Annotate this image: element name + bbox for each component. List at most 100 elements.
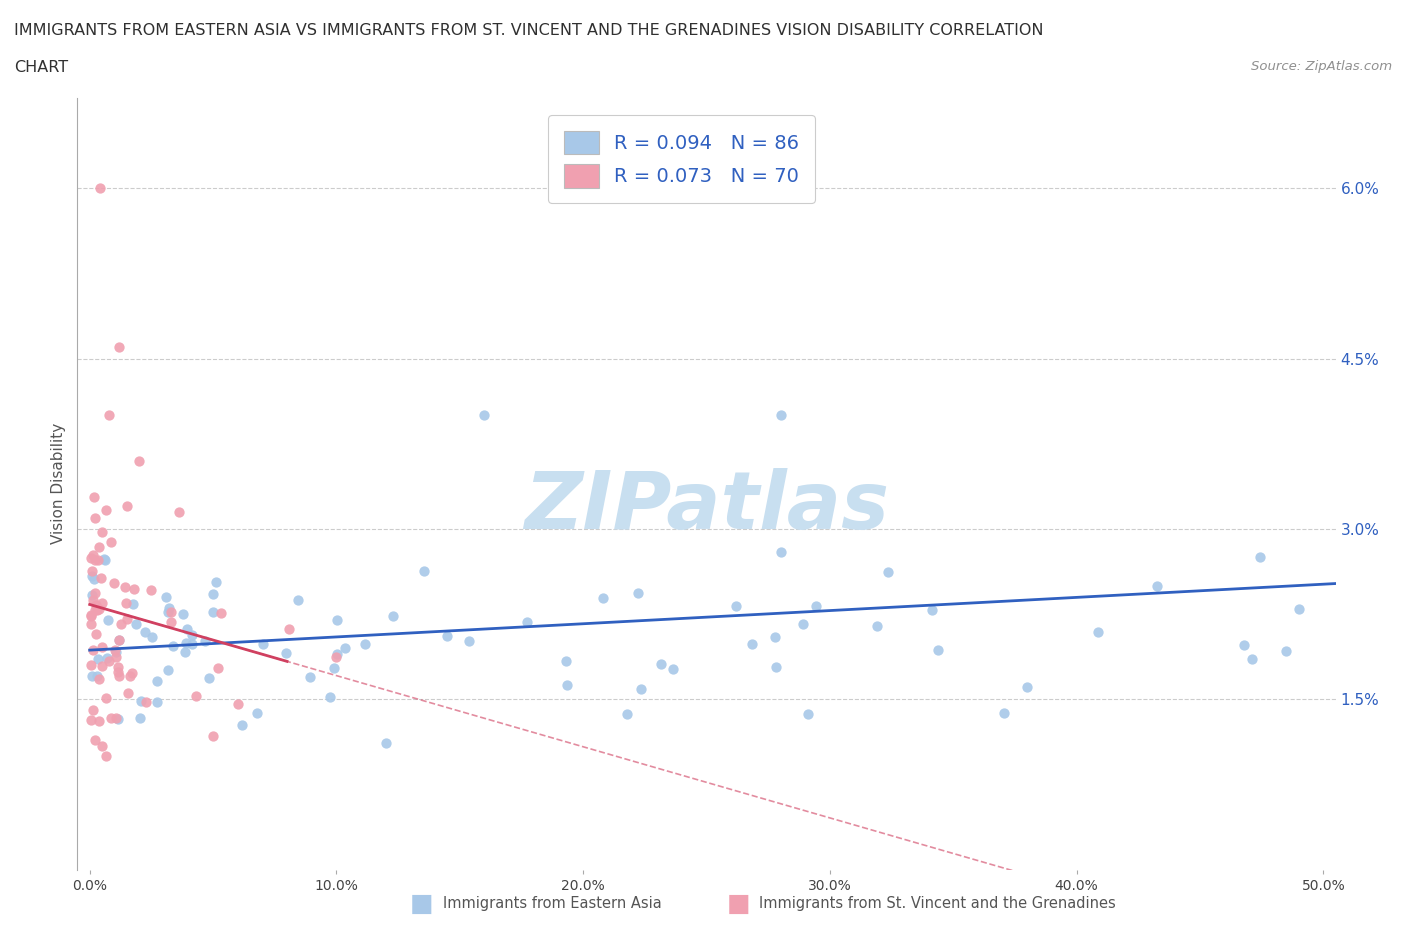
Point (804, 599, 827, 614)
Text: Immigrants from St. Vincent and the Grenadines: Immigrants from St. Vincent and the Gren… (759, 897, 1116, 911)
Point (322, 660, 344, 675)
Point (86, 603, 108, 618)
Point (100, 711, 122, 725)
Y-axis label: Vision Disability: Vision Disability (51, 423, 66, 544)
Point (82, 548, 104, 563)
Point (1146, 578, 1168, 593)
Point (1275, 644, 1298, 658)
Point (274, 645, 297, 660)
Point (90, 639, 112, 654)
Point (104, 644, 127, 659)
Point (167, 505, 190, 520)
Point (93, 552, 115, 567)
Point (93, 551, 115, 566)
Point (90, 571, 112, 586)
Point (96, 749, 118, 764)
Point (353, 636, 375, 651)
Point (83, 552, 105, 567)
Point (107, 659, 129, 674)
Point (114, 579, 136, 594)
Point (135, 695, 157, 710)
Point (326, 646, 349, 661)
Point (83, 572, 105, 587)
Point (1087, 625, 1109, 640)
Point (89, 602, 111, 617)
Text: CHART: CHART (14, 60, 67, 75)
Point (554, 654, 576, 669)
Point (1015, 679, 1038, 694)
Point (97, 654, 120, 669)
Point (90, 525, 112, 539)
Point (174, 635, 197, 650)
Point (80, 551, 103, 565)
Point (231, 717, 253, 732)
Point (91, 596, 114, 611)
Point (765, 659, 787, 674)
Text: ZIPatlas: ZIPatlas (524, 468, 889, 546)
Point (741, 637, 763, 652)
Point (128, 454, 150, 469)
Point (792, 617, 814, 631)
Point (180, 637, 202, 652)
Point (128, 711, 150, 725)
Point (921, 603, 943, 618)
Point (797, 706, 820, 721)
Text: ■: ■ (727, 892, 749, 916)
Point (245, 706, 267, 721)
Point (877, 565, 900, 579)
Point (145, 695, 167, 710)
Point (115, 498, 138, 513)
Point (205, 575, 228, 590)
Point (927, 643, 949, 658)
Point (157, 601, 180, 616)
Point (84, 597, 107, 612)
Point (84, 732, 107, 747)
Point (87, 713, 110, 728)
Point (108, 340, 131, 355)
Point (104, 649, 127, 664)
Point (155, 590, 177, 604)
Point (87, 539, 110, 554)
Point (1249, 550, 1271, 565)
Point (198, 671, 221, 685)
Point (866, 618, 889, 633)
Point (325, 650, 347, 665)
Point (134, 625, 156, 640)
Point (80, 658, 103, 672)
Point (287, 592, 309, 607)
Point (84, 586, 107, 601)
Point (121, 666, 143, 681)
Point (118, 669, 141, 684)
Point (1240, 651, 1263, 666)
Point (413, 564, 436, 578)
Point (82, 643, 104, 658)
Point (104, 643, 127, 658)
Point (226, 697, 249, 711)
Point (146, 673, 169, 688)
Point (129, 694, 152, 709)
Point (181, 627, 204, 642)
Point (662, 662, 685, 677)
Point (125, 617, 148, 631)
Point (172, 606, 194, 621)
Point (1288, 601, 1310, 616)
Point (108, 632, 131, 647)
Point (80, 608, 103, 623)
Point (157, 604, 180, 619)
Point (82, 592, 104, 607)
Point (96, 651, 118, 666)
Point (278, 622, 301, 637)
Text: Source: ZipAtlas.com: Source: ZipAtlas.com (1251, 60, 1392, 73)
Point (80, 712, 103, 727)
Point (94, 691, 117, 706)
Point (326, 613, 349, 628)
Point (194, 633, 217, 648)
Point (436, 628, 458, 643)
Point (84, 511, 107, 525)
Point (374, 735, 396, 750)
Point (115, 612, 138, 627)
Point (103, 576, 125, 591)
Point (207, 660, 229, 675)
Point (110, 617, 132, 631)
Point (650, 657, 672, 671)
